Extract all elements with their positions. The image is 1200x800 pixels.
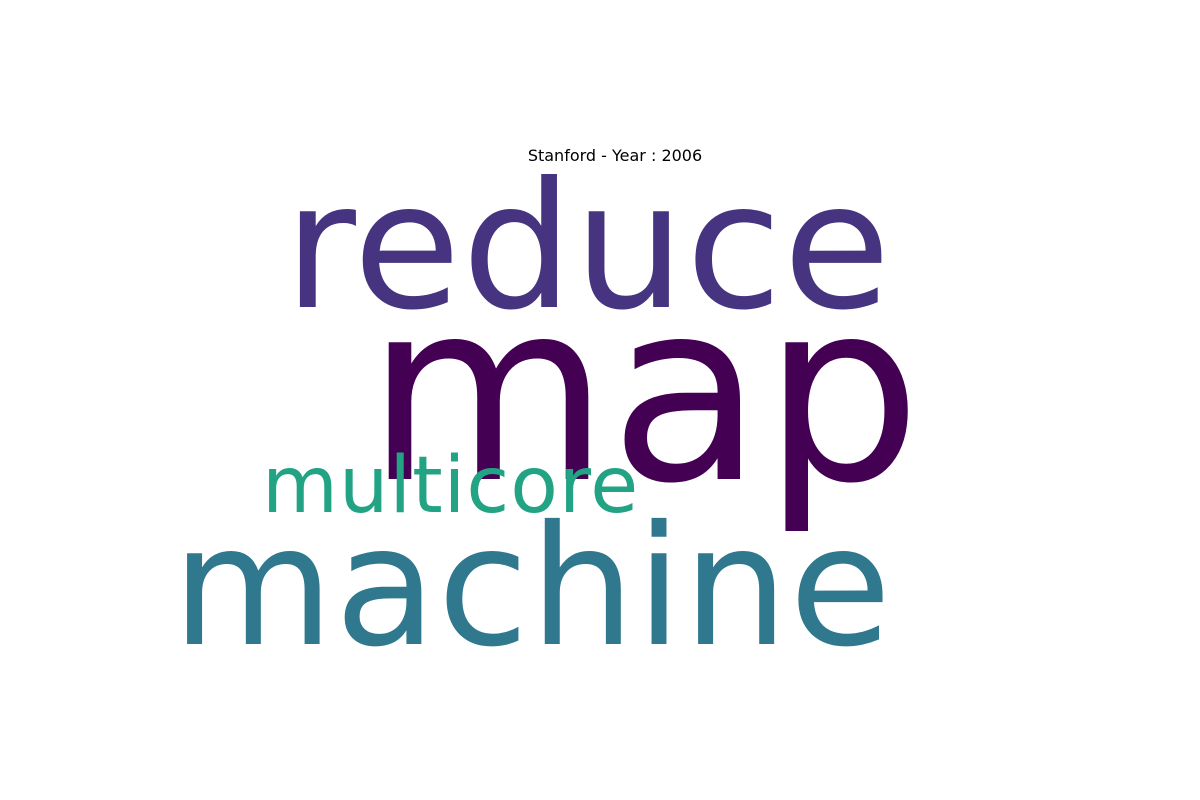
word-reduce: reduce (284, 146, 892, 349)
word-machine: machine (172, 491, 893, 684)
word-map: map (366, 247, 922, 538)
chart-title: Stanford - Year : 2006 (527, 146, 703, 165)
word-multicore: multicore (262, 441, 640, 531)
